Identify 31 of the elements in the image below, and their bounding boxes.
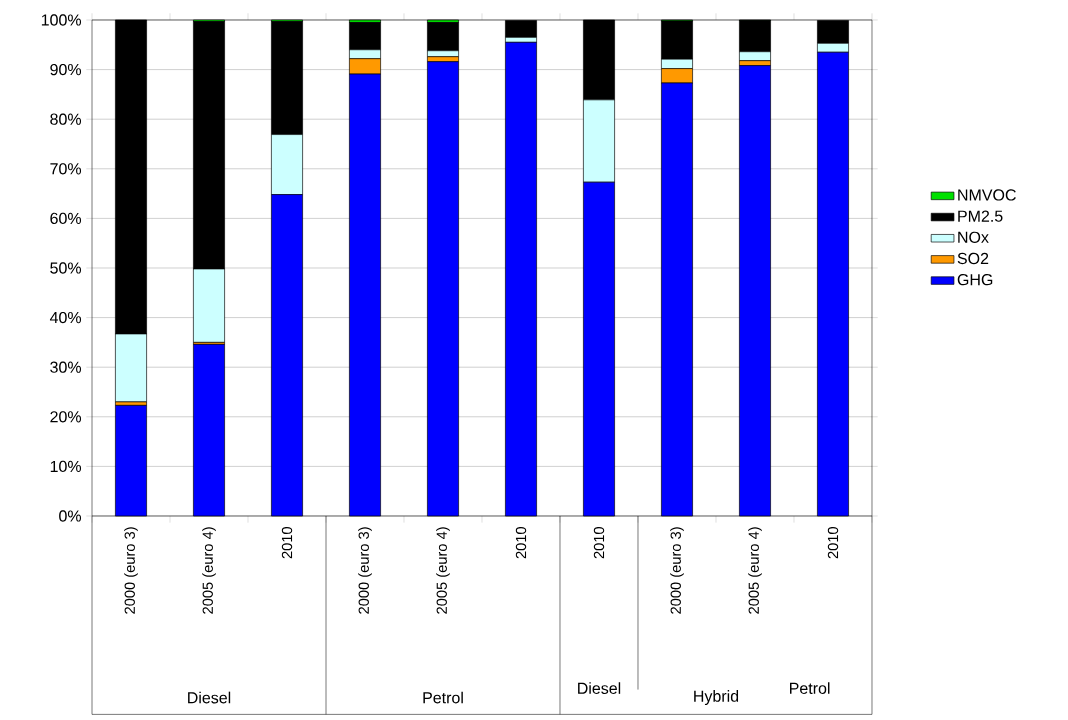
x-tick-label: 2005 (euro 4) <box>748 527 762 614</box>
x-tick-label: 2000 (euro 3) <box>670 527 684 614</box>
y-tick-label: 40% <box>49 311 82 324</box>
legend-label: NOx <box>958 231 989 243</box>
x-tick-label: 2000 (euro 3) <box>124 527 138 614</box>
legend-label: GHG <box>957 273 993 286</box>
y-tick-label: 30% <box>50 361 82 373</box>
y-tick-label: 20% <box>50 411 82 423</box>
y-tick-label: 80% <box>50 113 82 125</box>
y-tick-label: 0% <box>59 510 82 522</box>
x-tick-label: 2005 (euro 4) <box>202 527 216 614</box>
y-tick-label: 60% <box>50 212 82 225</box>
y-tick-label: 70% <box>50 163 82 175</box>
x-tick-label: 2005 (euro 4) <box>436 527 450 614</box>
x-tick-label: 2010 <box>515 526 527 559</box>
text: Hybrid <box>694 690 739 705</box>
y-tick-label: 50% <box>50 262 82 274</box>
x-tick-label: 2010 <box>593 526 605 559</box>
legend-label: PM2.5 <box>958 210 1003 222</box>
y-tick-label: 10% <box>50 460 82 473</box>
y-tick-label: 90% <box>50 63 82 76</box>
text: Petrol <box>423 691 463 704</box>
text: Petrol <box>790 682 830 694</box>
text: Diesel <box>188 691 231 704</box>
legend-label: SO2 <box>957 252 989 265</box>
x-tick-label: 2010 <box>827 526 839 559</box>
y-tick-label: 100% <box>41 14 82 26</box>
x-tick-label: 2000 (euro 3) <box>358 527 372 614</box>
x-tick-label: 2010 <box>281 526 293 559</box>
legend-label: NMVOC <box>958 189 1016 201</box>
text: Diesel <box>578 682 621 694</box>
